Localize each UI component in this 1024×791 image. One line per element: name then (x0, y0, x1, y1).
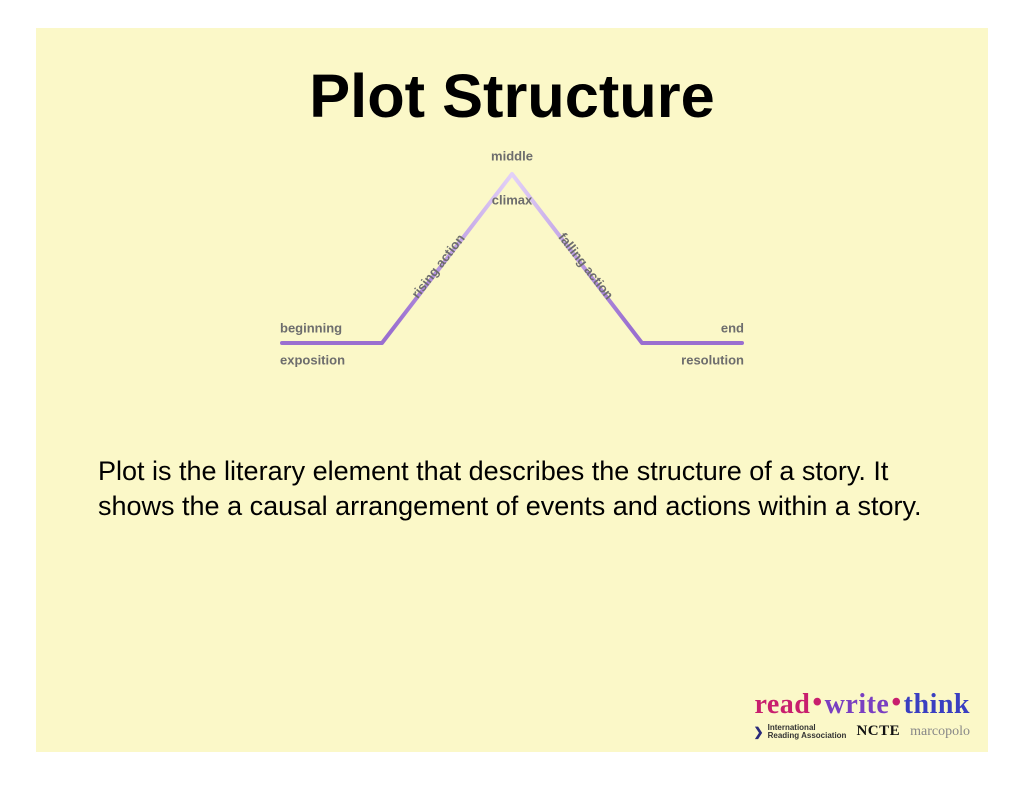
ncte-logo: NCTE (856, 723, 900, 740)
brand-subline: ❯ International Reading Association NCTE… (754, 723, 970, 740)
brand-separator-1: • (810, 687, 824, 718)
slide-title: Plot Structure (36, 60, 988, 131)
plot-diagram: middle climax beginning exposition end resolu… (262, 138, 762, 398)
brand-logo: read•write•think (754, 689, 970, 721)
diagram-label-middle: middle (491, 149, 533, 164)
diagram-label-exposition: exposition (280, 353, 345, 368)
diagram-label-end: end (721, 321, 744, 336)
brand-part-think: think (904, 689, 970, 720)
marcopolo-label: marcopolo (910, 724, 970, 740)
diagram-label-beginning: beginning (280, 321, 342, 336)
slide-canvas: Plot Structure middle climax beginning expo… (36, 28, 988, 752)
body-paragraph: Plot is the literary element that descri… (98, 454, 928, 523)
footer-brand-block: read•write•think ❯ International Reading… (754, 689, 970, 740)
ira-badge: ❯ International Reading Association (754, 724, 847, 740)
book-icon: ❯ (754, 726, 764, 738)
diagram-label-resolution: resolution (681, 353, 744, 368)
ira-label-line2: Reading Association (768, 731, 847, 740)
brand-part-write: write (825, 689, 890, 720)
brand-separator-2: • (889, 687, 903, 718)
diagram-label-climax: climax (492, 193, 532, 208)
brand-part-read: read (754, 689, 810, 720)
